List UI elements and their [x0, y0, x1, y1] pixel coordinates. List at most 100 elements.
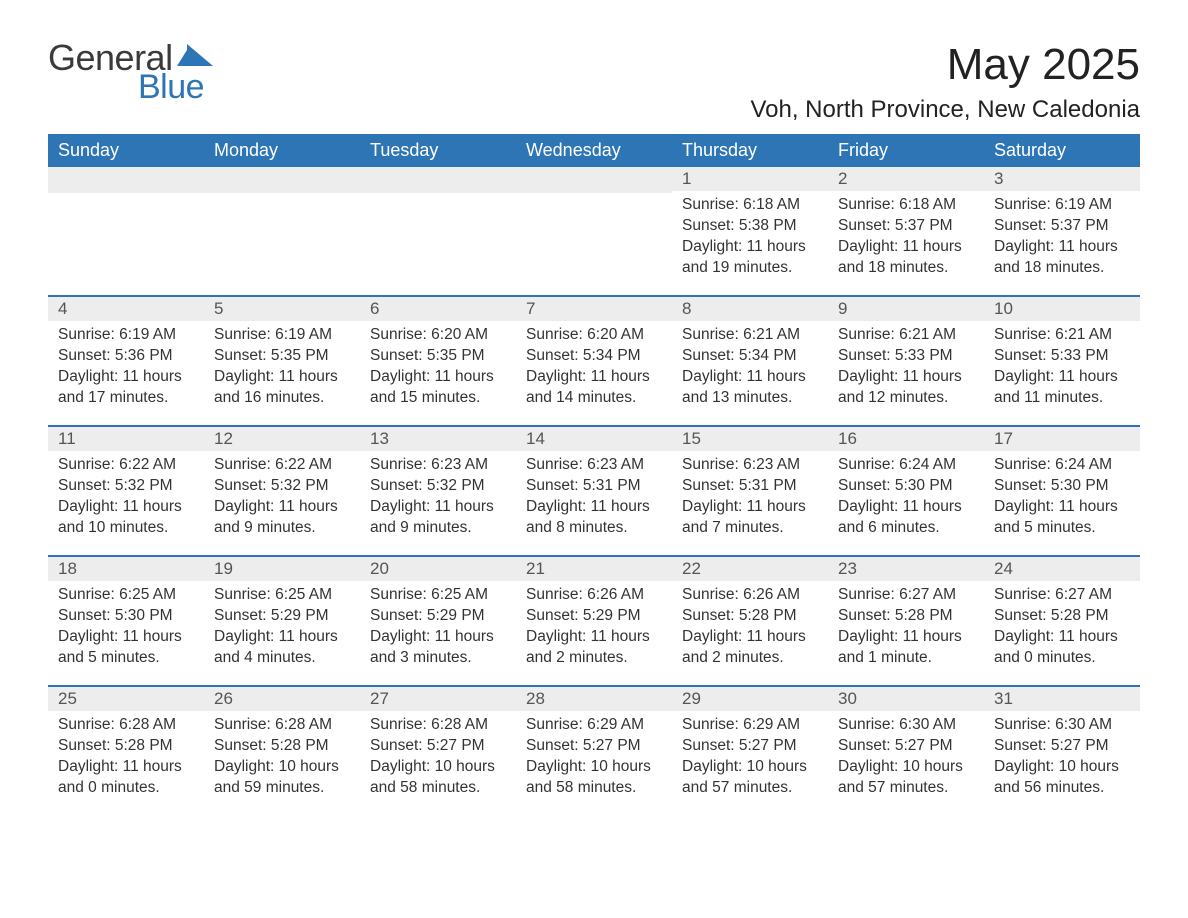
day-number: 21	[516, 557, 672, 581]
day-details: Sunrise: 6:18 AMSunset: 5:38 PMDaylight:…	[672, 191, 828, 285]
daylight-text: Daylight: 11 hours and 5 minutes.	[994, 497, 1130, 539]
weekday-header: Monday	[204, 134, 360, 167]
day-number: 5	[204, 297, 360, 321]
location-subtitle: Voh, North Province, New Caledonia	[750, 96, 1140, 124]
calendar-day-cell: 3Sunrise: 6:19 AMSunset: 5:37 PMDaylight…	[984, 167, 1140, 296]
daylight-text: Daylight: 10 hours and 58 minutes.	[526, 757, 662, 799]
day-number: 15	[672, 427, 828, 451]
day-number: 18	[48, 557, 204, 581]
weekday-header: Sunday	[48, 134, 204, 167]
sunrise-text: Sunrise: 6:28 AM	[370, 715, 506, 736]
day-number: 2	[828, 167, 984, 191]
day-details: Sunrise: 6:23 AMSunset: 5:32 PMDaylight:…	[360, 451, 516, 545]
calendar-day-cell: 19Sunrise: 6:25 AMSunset: 5:29 PMDayligh…	[204, 556, 360, 686]
sunrise-text: Sunrise: 6:22 AM	[58, 455, 194, 476]
sunrise-text: Sunrise: 6:19 AM	[214, 325, 350, 346]
daylight-text: Daylight: 11 hours and 6 minutes.	[838, 497, 974, 539]
calendar-day-cell	[360, 167, 516, 296]
daylight-text: Daylight: 11 hours and 11 minutes.	[994, 367, 1130, 409]
sunset-text: Sunset: 5:30 PM	[838, 476, 974, 497]
day-details: Sunrise: 6:24 AMSunset: 5:30 PMDaylight:…	[984, 451, 1140, 545]
day-details: Sunrise: 6:18 AMSunset: 5:37 PMDaylight:…	[828, 191, 984, 285]
sunrise-text: Sunrise: 6:26 AM	[526, 585, 662, 606]
day-details: Sunrise: 6:22 AMSunset: 5:32 PMDaylight:…	[48, 451, 204, 545]
day-number: 20	[360, 557, 516, 581]
calendar-day-cell: 14Sunrise: 6:23 AMSunset: 5:31 PMDayligh…	[516, 426, 672, 556]
calendar-week-row: 1Sunrise: 6:18 AMSunset: 5:38 PMDaylight…	[48, 167, 1140, 296]
day-number	[360, 167, 516, 193]
day-number: 27	[360, 687, 516, 711]
calendar-table: Sunday Monday Tuesday Wednesday Thursday…	[48, 134, 1140, 815]
sunrise-text: Sunrise: 6:29 AM	[526, 715, 662, 736]
day-details: Sunrise: 6:19 AMSunset: 5:36 PMDaylight:…	[48, 321, 204, 415]
day-details: Sunrise: 6:24 AMSunset: 5:30 PMDaylight:…	[828, 451, 984, 545]
day-number: 22	[672, 557, 828, 581]
sunrise-text: Sunrise: 6:25 AM	[58, 585, 194, 606]
calendar-day-cell: 13Sunrise: 6:23 AMSunset: 5:32 PMDayligh…	[360, 426, 516, 556]
daylight-text: Daylight: 10 hours and 58 minutes.	[370, 757, 506, 799]
daylight-text: Daylight: 11 hours and 0 minutes.	[994, 627, 1130, 669]
day-details: Sunrise: 6:20 AMSunset: 5:35 PMDaylight:…	[360, 321, 516, 415]
day-details: Sunrise: 6:28 AMSunset: 5:28 PMDaylight:…	[48, 711, 204, 805]
daylight-text: Daylight: 10 hours and 56 minutes.	[994, 757, 1130, 799]
sunset-text: Sunset: 5:37 PM	[994, 216, 1130, 237]
daylight-text: Daylight: 11 hours and 2 minutes.	[526, 627, 662, 669]
calendar-day-cell: 27Sunrise: 6:28 AMSunset: 5:27 PMDayligh…	[360, 686, 516, 815]
day-details: Sunrise: 6:25 AMSunset: 5:30 PMDaylight:…	[48, 581, 204, 675]
day-number: 26	[204, 687, 360, 711]
day-details: Sunrise: 6:21 AMSunset: 5:34 PMDaylight:…	[672, 321, 828, 415]
sunrise-text: Sunrise: 6:21 AM	[838, 325, 974, 346]
day-details: Sunrise: 6:30 AMSunset: 5:27 PMDaylight:…	[984, 711, 1140, 805]
daylight-text: Daylight: 11 hours and 18 minutes.	[838, 237, 974, 279]
sunset-text: Sunset: 5:28 PM	[58, 736, 194, 757]
calendar-week-row: 4Sunrise: 6:19 AMSunset: 5:36 PMDaylight…	[48, 296, 1140, 426]
calendar-day-cell: 28Sunrise: 6:29 AMSunset: 5:27 PMDayligh…	[516, 686, 672, 815]
daylight-text: Daylight: 11 hours and 13 minutes.	[682, 367, 818, 409]
daylight-text: Daylight: 11 hours and 0 minutes.	[58, 757, 194, 799]
sunset-text: Sunset: 5:34 PM	[526, 346, 662, 367]
sunrise-text: Sunrise: 6:18 AM	[838, 195, 974, 216]
day-number: 31	[984, 687, 1140, 711]
daylight-text: Daylight: 11 hours and 9 minutes.	[214, 497, 350, 539]
sunset-text: Sunset: 5:28 PM	[994, 606, 1130, 627]
day-details: Sunrise: 6:23 AMSunset: 5:31 PMDaylight:…	[516, 451, 672, 545]
calendar-day-cell: 25Sunrise: 6:28 AMSunset: 5:28 PMDayligh…	[48, 686, 204, 815]
calendar-day-cell: 9Sunrise: 6:21 AMSunset: 5:33 PMDaylight…	[828, 296, 984, 426]
sunset-text: Sunset: 5:27 PM	[526, 736, 662, 757]
weekday-header: Friday	[828, 134, 984, 167]
sunrise-text: Sunrise: 6:19 AM	[994, 195, 1130, 216]
calendar-day-cell: 2Sunrise: 6:18 AMSunset: 5:37 PMDaylight…	[828, 167, 984, 296]
sunrise-text: Sunrise: 6:21 AM	[682, 325, 818, 346]
day-details: Sunrise: 6:22 AMSunset: 5:32 PMDaylight:…	[204, 451, 360, 545]
daylight-text: Daylight: 11 hours and 16 minutes.	[214, 367, 350, 409]
daylight-text: Daylight: 11 hours and 15 minutes.	[370, 367, 506, 409]
daylight-text: Daylight: 10 hours and 57 minutes.	[682, 757, 818, 799]
sunset-text: Sunset: 5:33 PM	[838, 346, 974, 367]
calendar-day-cell: 4Sunrise: 6:19 AMSunset: 5:36 PMDaylight…	[48, 296, 204, 426]
day-number: 28	[516, 687, 672, 711]
weekday-header: Thursday	[672, 134, 828, 167]
day-number: 11	[48, 427, 204, 451]
day-details: Sunrise: 6:21 AMSunset: 5:33 PMDaylight:…	[984, 321, 1140, 415]
day-number: 14	[516, 427, 672, 451]
day-details: Sunrise: 6:29 AMSunset: 5:27 PMDaylight:…	[516, 711, 672, 805]
day-number: 9	[828, 297, 984, 321]
calendar-page: General Blue May 2025 Voh, North Provinc…	[0, 0, 1188, 855]
day-details: Sunrise: 6:20 AMSunset: 5:34 PMDaylight:…	[516, 321, 672, 415]
weekday-header-row: Sunday Monday Tuesday Wednesday Thursday…	[48, 134, 1140, 167]
day-number: 24	[984, 557, 1140, 581]
sunset-text: Sunset: 5:32 PM	[370, 476, 506, 497]
sunset-text: Sunset: 5:36 PM	[58, 346, 194, 367]
calendar-day-cell: 26Sunrise: 6:28 AMSunset: 5:28 PMDayligh…	[204, 686, 360, 815]
daylight-text: Daylight: 11 hours and 8 minutes.	[526, 497, 662, 539]
calendar-day-cell: 22Sunrise: 6:26 AMSunset: 5:28 PMDayligh…	[672, 556, 828, 686]
day-number: 17	[984, 427, 1140, 451]
day-number: 16	[828, 427, 984, 451]
calendar-day-cell: 29Sunrise: 6:29 AMSunset: 5:27 PMDayligh…	[672, 686, 828, 815]
calendar-day-cell: 12Sunrise: 6:22 AMSunset: 5:32 PMDayligh…	[204, 426, 360, 556]
sunset-text: Sunset: 5:32 PM	[214, 476, 350, 497]
sunrise-text: Sunrise: 6:23 AM	[682, 455, 818, 476]
day-number: 7	[516, 297, 672, 321]
calendar-day-cell: 21Sunrise: 6:26 AMSunset: 5:29 PMDayligh…	[516, 556, 672, 686]
calendar-day-cell	[48, 167, 204, 296]
